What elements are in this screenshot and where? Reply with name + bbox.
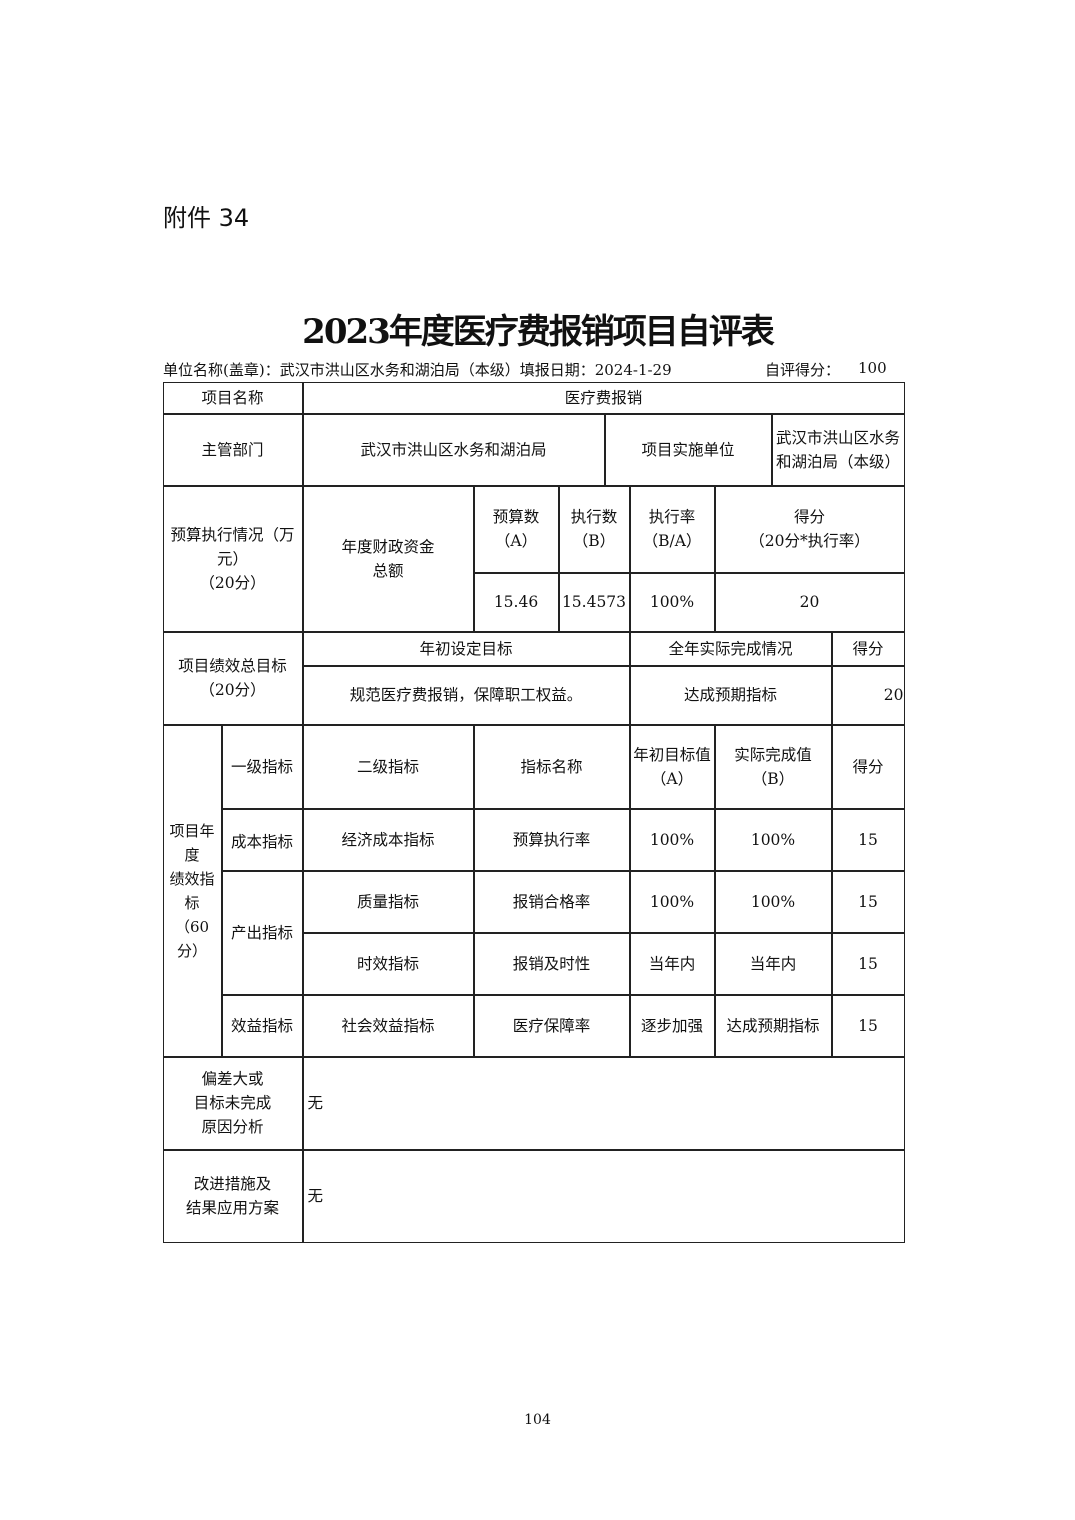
header-actual: 实际完成值（B） (714, 724, 832, 809)
budget-score-header: 得分 （20分*执行率） (714, 485, 905, 573)
self-score: 100 (858, 359, 887, 377)
goal-set-label: 年初设定目标 (302, 631, 630, 666)
budget-b-value: 15.4573 (558, 572, 630, 632)
budget-label: 预算执行情况（万元） （20分） (162, 485, 303, 632)
impl-label: 项目实施单位 (604, 413, 772, 486)
actual-cell: 100% (714, 808, 832, 871)
header-level2: 二级指标 (302, 724, 474, 809)
indicator-name-cell: 报销合格率 (473, 870, 630, 933)
level2-cell: 时效指标 (302, 932, 474, 995)
score-cell: 15 (831, 932, 905, 995)
header-name: 指标名称 (473, 724, 630, 809)
level2-cell: 质量指标 (302, 870, 474, 933)
level2-cell: 社会效益指标 (302, 994, 474, 1057)
header-score: 得分 (831, 724, 905, 809)
header-target: 年初目标值 （A） (629, 724, 715, 809)
budget-rate-value: 100% (629, 572, 715, 632)
project-name-label: 项目名称 (162, 381, 303, 414)
attachment-label: 附件 34 (163, 204, 250, 232)
fund-total-label: 年度财政资金 总额 (302, 485, 474, 632)
goal-set-value: 规范医疗费报销，保障职工权益。 (302, 665, 630, 725)
improve-value: 无 (302, 1149, 905, 1243)
impl-value: 武汉市洪山区水务和湖泊局（本级） (771, 413, 905, 486)
actual-cell: 当年内 (714, 932, 832, 995)
budget-score-value: 20 (714, 572, 905, 632)
dept-label: 主管部门 (162, 413, 303, 486)
goal-score-label: 得分 (831, 631, 905, 666)
improve-label: 改进措施及 结果应用方案 (162, 1149, 303, 1243)
goal-actual-value: 达成预期指标 (629, 665, 832, 725)
target-cell: 当年内 (629, 932, 715, 995)
score-cell: 15 (831, 870, 905, 933)
actual-cell: 100% (714, 870, 832, 933)
level2-cell: 经济成本指标 (302, 808, 474, 871)
budget-a-header: 预算数（A） (473, 485, 559, 573)
page-number: 104 (524, 1412, 551, 1428)
document-title: 2023年度医疗费报销项目自评表 (302, 312, 775, 352)
score-cell: 15 (831, 994, 905, 1057)
deviation-label: 偏差大或 目标未完成 原因分析 (162, 1056, 303, 1150)
indicator-name-cell: 报销及时性 (473, 932, 630, 995)
indicator-name-cell: 预算执行率 (473, 808, 630, 871)
deviation-value: 无 (302, 1056, 905, 1150)
target-cell: 逐步加强 (629, 994, 715, 1057)
level1-cost: 成本指标 (221, 808, 303, 871)
unit-info: 单位名称(盖章)：武汉市洪山区水务和湖泊局（本级）填报日期：2024-1-29 (163, 361, 672, 379)
target-cell: 100% (629, 808, 715, 871)
indicator-name-cell: 医疗保障率 (473, 994, 630, 1057)
goal-score-value: 20 (831, 665, 905, 725)
goal-label: 项目绩效总目标 （20分） (162, 631, 303, 725)
budget-b-header: 执行数 （B） (558, 485, 630, 573)
target-cell: 100% (629, 870, 715, 933)
score-cell: 15 (831, 808, 905, 871)
budget-rate-header: 执行率 （B/A） (629, 485, 715, 573)
level1-benefit: 效益指标 (221, 994, 303, 1057)
indicators-label: 项目年度 绩效指标 （60分） (162, 724, 222, 1057)
self-score-label: 自评得分： (765, 361, 841, 379)
dept-value: 武汉市洪山区水务和湖泊局 (302, 413, 605, 486)
header-level1: 一级指标 (221, 724, 303, 809)
level1-output: 产出指标 (221, 870, 303, 995)
project-name: 医疗费报销 (302, 381, 905, 414)
budget-a-value: 15.46 (473, 572, 559, 632)
actual-cell: 达成预期指标 (714, 994, 832, 1057)
goal-actual-label: 全年实际完成情况 (629, 631, 832, 666)
